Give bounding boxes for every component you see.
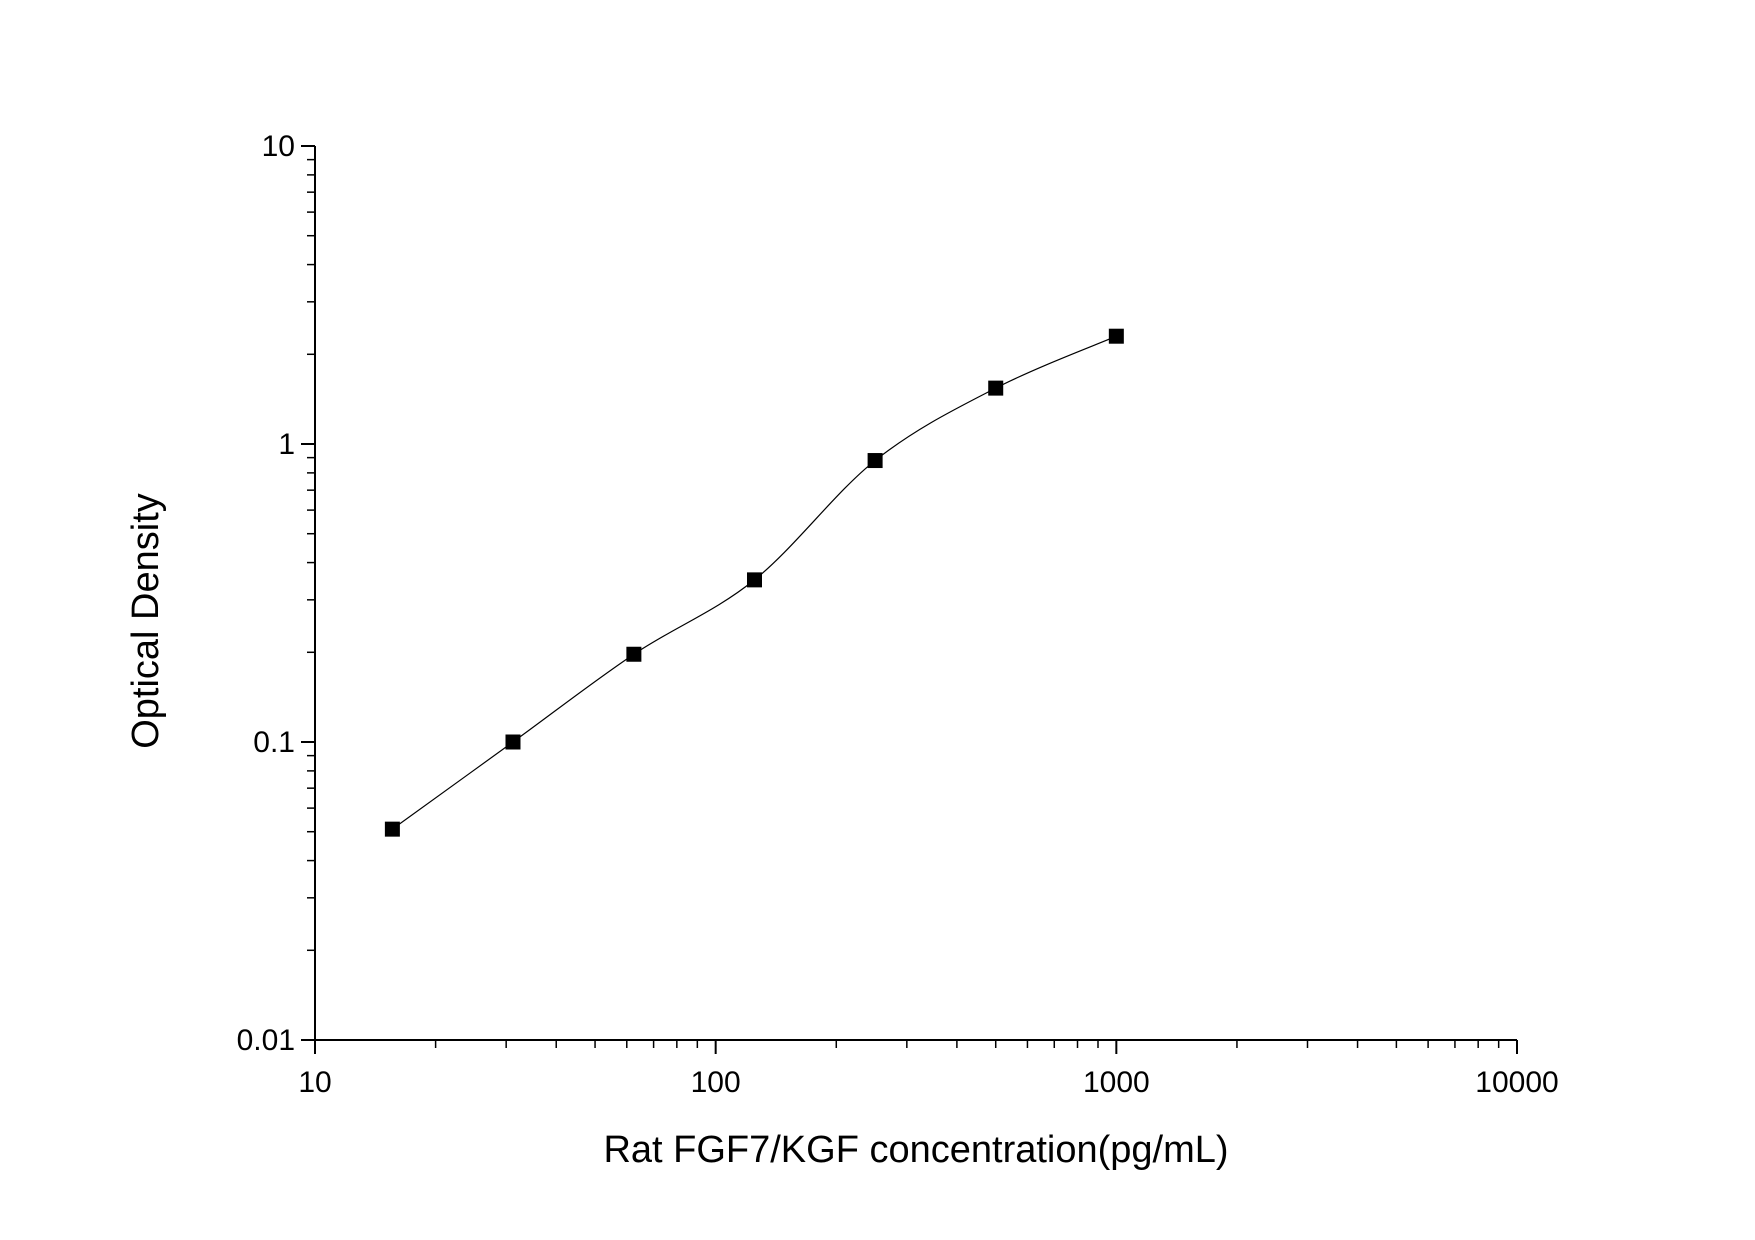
y-tick-label: 1: [278, 428, 295, 461]
data-point: [384, 821, 400, 837]
x-axis-title: Rat FGF7/KGF concentration(pg/mL): [603, 1129, 1228, 1171]
data-point: [505, 734, 521, 750]
axes: [314, 146, 1517, 1041]
data-point: [1108, 328, 1124, 344]
x-axis-ticks: [314, 1040, 1518, 1054]
y-tick-label: 0.1: [253, 726, 295, 759]
x-tick-label: 10: [298, 1066, 331, 1099]
data-points: [384, 328, 1124, 837]
x-tick-label: 100: [691, 1066, 741, 1099]
x-axis-tick-labels: 10 100 1000 10000: [298, 1066, 1558, 1099]
y-tick-label: 0.01: [237, 1024, 295, 1057]
y-tick-label: 10: [262, 130, 295, 163]
y-axis-tick-labels: 0.01 0.1 1 10: [237, 130, 295, 1057]
data-point: [746, 572, 762, 588]
data-point: [626, 646, 642, 662]
x-tick-label: 10000: [1475, 1066, 1558, 1099]
y-axis-ticks: [301, 145, 315, 1041]
y-axis-title: Optical Density: [125, 493, 167, 749]
data-point: [867, 453, 883, 469]
x-tick-label: 1000: [1083, 1066, 1150, 1099]
data-point: [988, 380, 1004, 396]
